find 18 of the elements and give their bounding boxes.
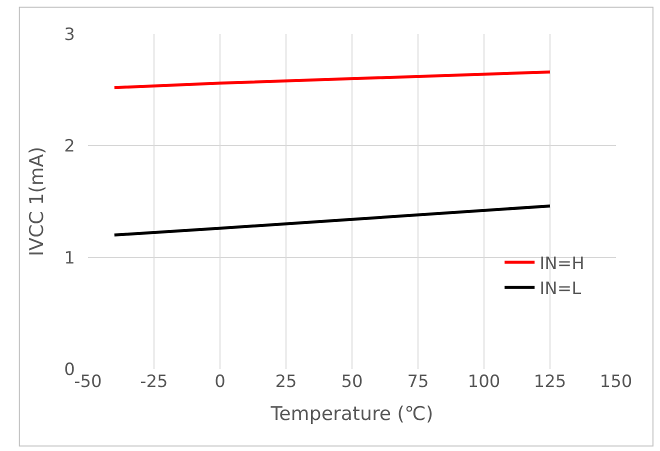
x-tick-label: -25 (140, 372, 168, 392)
x-tick-label: 0 (214, 372, 226, 392)
x-tick-label: 50 (341, 372, 363, 392)
y-tick-label: 3 (64, 24, 75, 45)
x-axis-title: Temperature (℃) (270, 402, 434, 425)
x-tick-label: 25 (275, 372, 297, 392)
line-series (112, 70, 552, 90)
x-tick-label: 125 (534, 372, 566, 392)
x-tick-label: -50 (74, 372, 102, 392)
x-tick-label: 150 (600, 372, 632, 392)
line-series (112, 204, 552, 236)
legend-label: IN=H (540, 254, 584, 274)
y-tick-label: 2 (64, 136, 75, 157)
x-tick-label: 75 (407, 372, 429, 392)
legend-label: IN=L (540, 278, 582, 299)
y-tick-label: 1 (64, 248, 75, 268)
x-tick-label: 100 (468, 372, 500, 392)
y-axis-title: IVCC 1(mA) (26, 146, 48, 256)
